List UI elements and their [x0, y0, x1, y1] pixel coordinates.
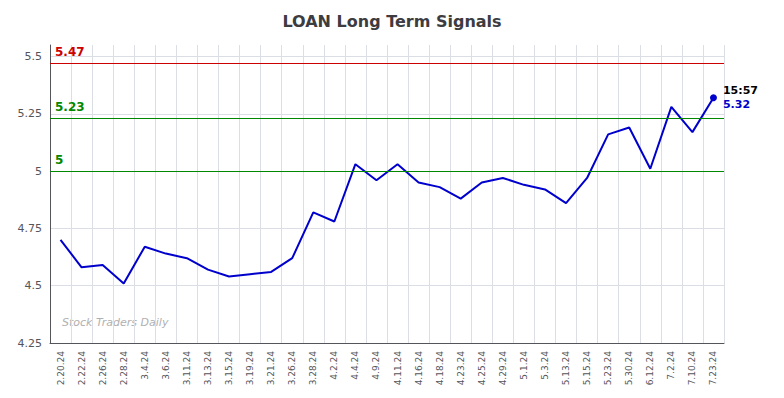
svg-text:3.6.24: 3.6.24	[161, 351, 171, 380]
svg-text:3.15.24: 3.15.24	[224, 351, 234, 386]
svg-text:4.29.24: 4.29.24	[498, 351, 508, 386]
svg-text:5.23: 5.23	[55, 100, 85, 114]
svg-text:5.47: 5.47	[55, 45, 85, 59]
svg-text:7.2.24: 7.2.24	[666, 351, 676, 380]
svg-text:7.23.24: 7.23.24	[708, 351, 718, 386]
svg-text:5.23.24: 5.23.24	[603, 351, 613, 386]
svg-text:6.12.24: 6.12.24	[645, 351, 655, 386]
svg-text:5.15.24: 5.15.24	[582, 351, 592, 386]
svg-text:5.32: 5.32	[723, 98, 750, 111]
svg-text:3.13.24: 3.13.24	[203, 351, 213, 386]
svg-text:4.11.24: 4.11.24	[393, 351, 403, 386]
svg-text:4.18.24: 4.18.24	[435, 351, 445, 386]
svg-text:Stock Traders Daily: Stock Traders Daily	[62, 316, 169, 329]
svg-text:4.25: 4.25	[18, 337, 43, 350]
svg-text:4.16.24: 4.16.24	[414, 351, 424, 386]
svg-text:2.20.24: 2.20.24	[56, 351, 66, 386]
svg-text:3.4.24: 3.4.24	[140, 351, 150, 380]
svg-text:5: 5	[55, 153, 63, 167]
svg-text:4.5: 4.5	[25, 279, 43, 292]
svg-text:5.5: 5.5	[25, 50, 43, 63]
svg-text:3.28.24: 3.28.24	[308, 351, 318, 386]
svg-text:4.2.24: 4.2.24	[329, 351, 339, 380]
svg-text:7.10.24: 7.10.24	[687, 351, 697, 386]
svg-text:5: 5	[35, 165, 42, 178]
svg-text:15:57: 15:57	[723, 84, 758, 97]
svg-text:4.4.24: 4.4.24	[350, 351, 360, 380]
svg-text:4.9.24: 4.9.24	[371, 351, 381, 380]
svg-text:LOAN Long Term Signals: LOAN Long Term Signals	[282, 12, 501, 31]
svg-text:4.75: 4.75	[18, 222, 43, 235]
svg-text:2.22.24: 2.22.24	[77, 351, 87, 386]
svg-text:5.1.24: 5.1.24	[519, 351, 529, 380]
svg-text:5.30.24: 5.30.24	[624, 351, 634, 386]
svg-text:2.26.24: 2.26.24	[98, 351, 108, 386]
svg-text:4.25.24: 4.25.24	[477, 351, 487, 386]
svg-text:3.11.24: 3.11.24	[182, 351, 192, 386]
svg-text:4.23.24: 4.23.24	[456, 351, 466, 386]
svg-text:5.13.24: 5.13.24	[561, 351, 571, 386]
svg-text:3.26.24: 3.26.24	[287, 351, 297, 386]
svg-text:5.25: 5.25	[18, 107, 43, 120]
svg-text:5.3.24: 5.3.24	[540, 351, 550, 380]
svg-text:3.19.24: 3.19.24	[245, 351, 255, 386]
svg-text:2.28.24: 2.28.24	[119, 351, 129, 386]
svg-text:3.21.24: 3.21.24	[266, 351, 276, 386]
